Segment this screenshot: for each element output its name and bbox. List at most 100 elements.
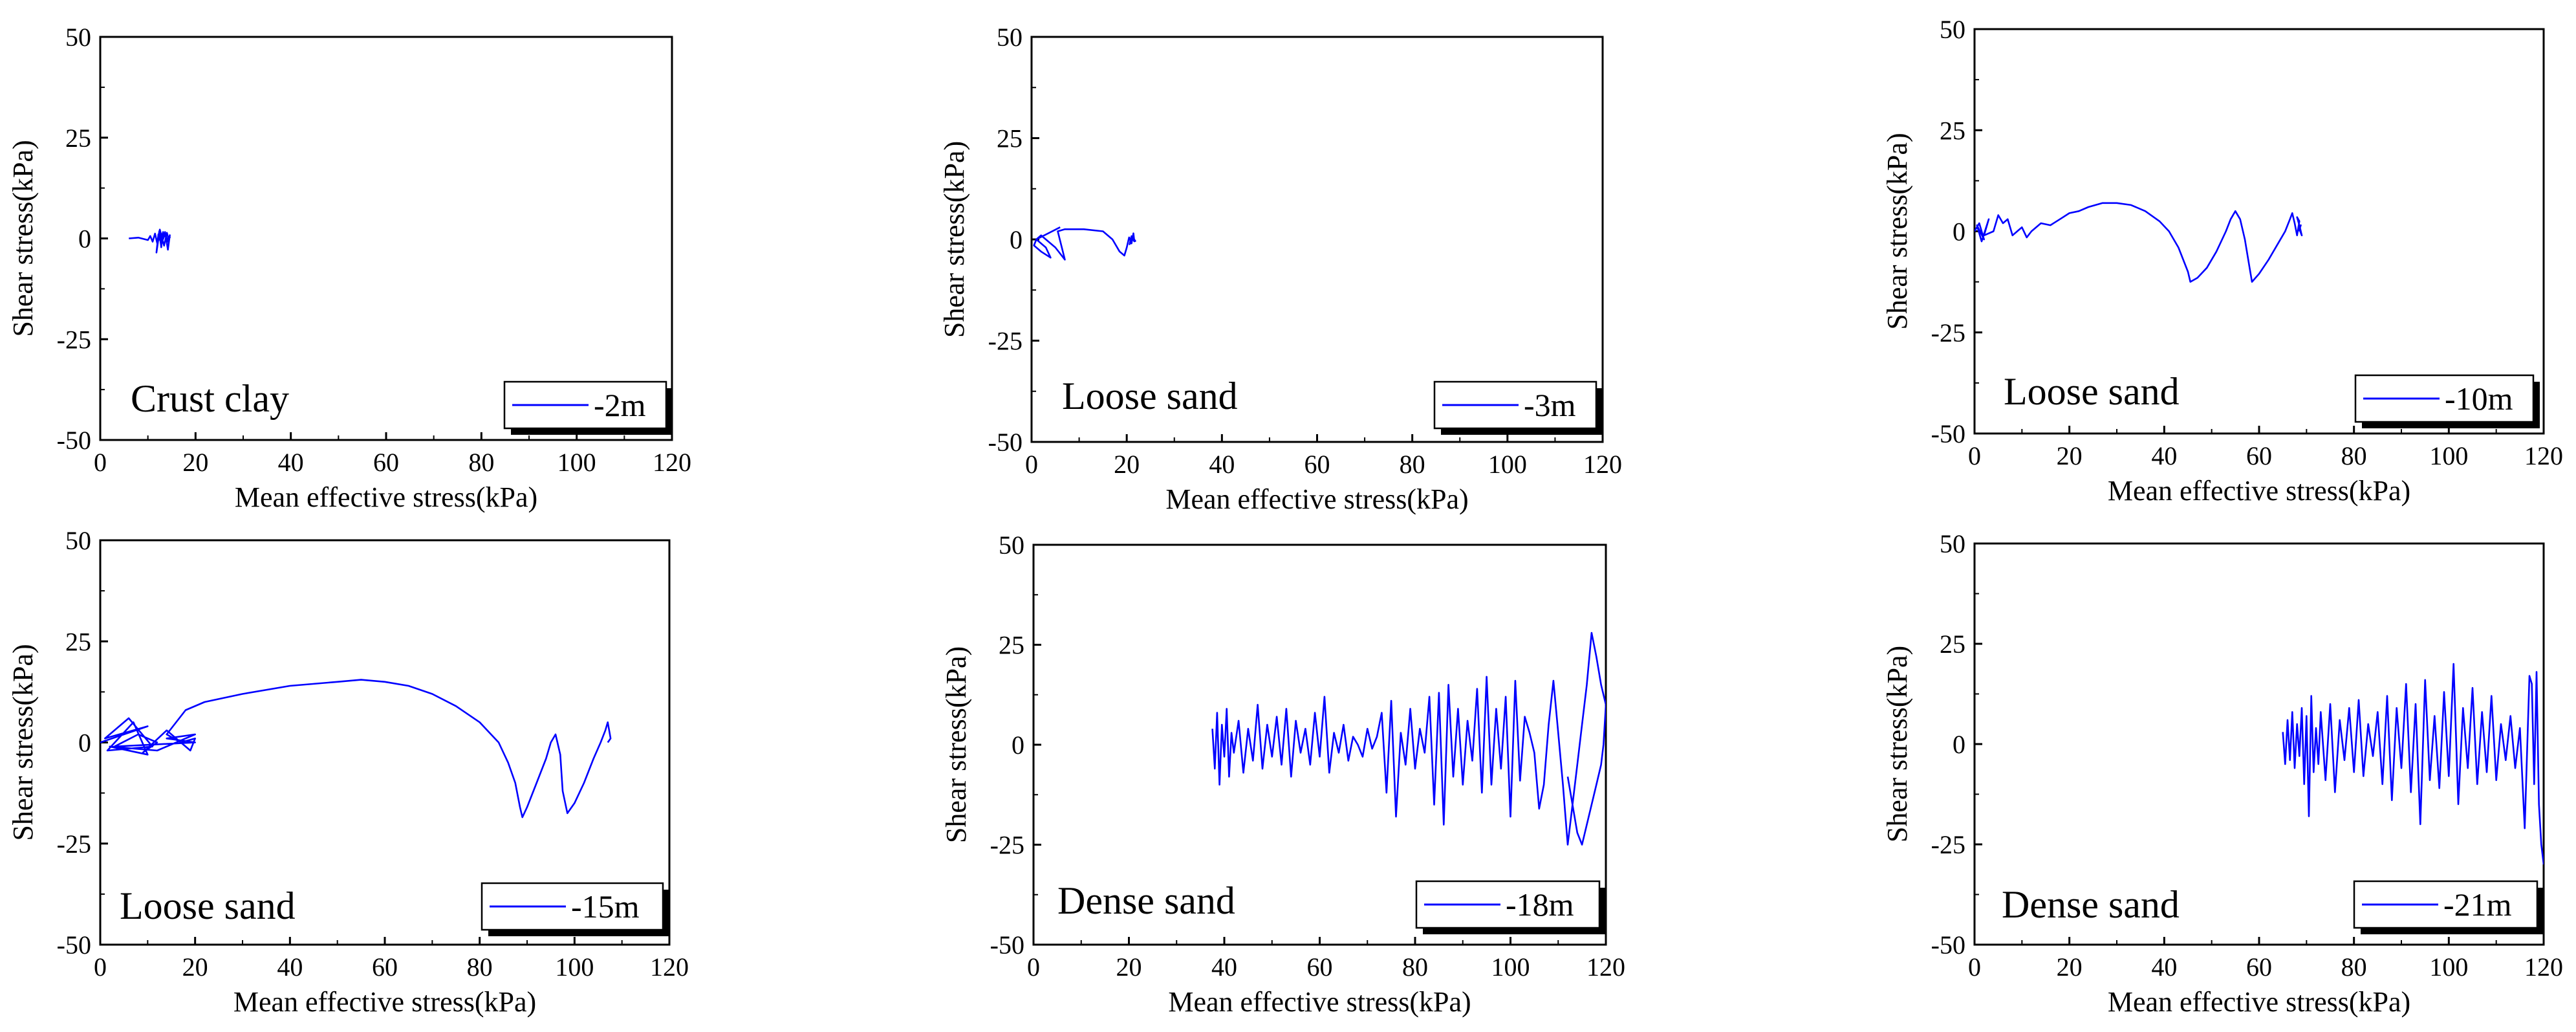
x-tick-label: 0 [94,952,107,982]
y-tick-label: -50 [57,426,91,455]
x-tick-label: 100 [2429,441,2468,470]
chart-panel-3: 0 20 40 60 80 100 120 50 25 0 -25 -50 Mean effective… [1881,15,2563,507]
y-tick-label: 0 [1953,217,1965,247]
x-tick-label: 80 [2341,441,2367,470]
x-tick-label: 0 [1027,952,1040,982]
x-tick-label: 20 [182,952,208,982]
x-tick-label: 100 [1488,450,1527,479]
x-tick-label: 0 [1968,952,1981,982]
y-tick-label: -50 [57,930,91,960]
y-tick-label: 50 [999,531,1024,560]
y-tick-label: -50 [990,930,1024,960]
x-tick-label: 80 [468,448,494,477]
soil-type-annotation: Dense sand [2002,883,2180,926]
x-axis-label: Mean effective stress(kPa) [2108,475,2410,507]
x-tick-label: 60 [373,448,399,477]
x-tick-label: 40 [2151,441,2177,470]
x-tick-label: 80 [2341,952,2367,982]
soil-type-annotation: Dense sand [1057,879,1235,922]
y-tick-label: -25 [57,829,91,859]
y-tick-label: 50 [1940,15,1965,44]
y-tick-label: -50 [988,428,1023,457]
y-tick-label: 0 [1010,225,1023,254]
x-tick-label: 40 [1209,450,1235,479]
x-tick-label: 60 [1307,952,1333,982]
soil-type-annotation: Loose sand [120,884,296,927]
x-tick-label: 120 [1583,450,1622,479]
y-tick-label: 0 [1953,730,1965,759]
x-tick-label: 40 [2151,952,2177,982]
x-tick-label: 40 [1211,952,1237,982]
x-axis-label: Mean effective stress(kPa) [1168,986,1471,1018]
y-axis-label: Shear stress(kPa) [940,646,972,843]
x-tick-label: 120 [1586,952,1625,982]
y-tick-label: 25 [997,124,1023,153]
x-tick-label: 20 [182,448,208,477]
y-axis-label: Shear stress(kPa) [7,140,39,336]
chart-panel-5: 0 20 40 60 80 100 120 50 25 0 -25 -50 Mean effective… [940,531,1625,1018]
x-tick-label: 20 [2057,441,2083,470]
y-tick-label: -25 [990,831,1024,860]
x-tick-label: 0 [1025,450,1038,479]
x-tick-label: 40 [277,952,303,982]
x-tick-label: 60 [1304,450,1330,479]
chart-panel-4: 0 20 40 60 80 100 120 50 25 0 -25 -50 Mean effective… [7,526,689,1018]
soil-type-annotation: Loose sand [2004,370,2180,413]
stress-path-line [1033,226,1136,261]
y-tick-label: 25 [65,627,91,656]
x-tick-label: 20 [1116,952,1142,982]
y-axis-label: Shear stress(kPa) [7,644,39,840]
x-tick-label: 120 [650,952,689,982]
stress-path-line [1975,202,2303,283]
y-tick-label: 50 [65,23,91,52]
stress-path-line [100,679,612,818]
x-tick-label: 60 [2246,441,2272,470]
x-tick-label: 60 [2246,952,2272,982]
x-axis-label: Mean effective stress(kPa) [235,481,537,513]
chart-panel-1: 0 20 40 60 80 100 120 50 25 0 -25 -50 Mean effective… [7,23,691,513]
x-tick-label: 40 [278,448,304,477]
x-tick-label: 120 [2524,952,2563,982]
x-axis-label: Mean effective stress(kPa) [2108,986,2410,1018]
x-tick-label: 20 [1114,450,1140,479]
y-axis-label: Shear stress(kPa) [1881,646,1913,842]
stress-path-line [1211,631,1606,846]
x-tick-label: 120 [653,448,691,477]
x-tick-label: 100 [557,448,596,477]
chart-panel-2: 0 20 40 60 80 100 120 50 25 0 -25 -50 Mean effective… [938,23,1622,515]
y-tick-label: -25 [1931,318,1965,347]
y-tick-label: 0 [78,225,91,254]
y-axis-label: Shear stress(kPa) [1881,133,1913,329]
y-tick-label: 25 [65,124,91,153]
legend-label: -2m [594,387,646,423]
x-tick-label: 100 [555,952,594,982]
legend-label: -18m [1506,886,1574,923]
x-tick-label: 80 [1402,952,1428,982]
legend-label: -10m [2445,380,2513,417]
y-tick-label: 0 [78,729,91,758]
y-tick-label: 50 [997,23,1023,52]
x-tick-label: 20 [2057,952,2083,982]
x-tick-label: 80 [467,952,493,982]
y-tick-label: 50 [1940,529,1965,558]
y-tick-label: -25 [1931,830,1965,859]
y-tick-label: 50 [65,526,91,555]
y-axis-label: Shear stress(kPa) [938,141,970,338]
soil-type-annotation: Loose sand [1062,375,1238,417]
x-tick-label: 100 [2429,952,2468,982]
y-tick-label: 25 [1940,116,1965,145]
x-axis-label: Mean effective stress(kPa) [1165,483,1468,515]
y-tick-label: -50 [1931,930,1965,960]
chart-panel-6: 0 20 40 60 80 100 120 50 25 0 -25 -50 Mean effective… [1881,529,2563,1018]
y-tick-label: -25 [988,327,1023,356]
legend-label: -3m [1524,387,1576,423]
x-tick-label: 60 [372,952,398,982]
stress-path-line [129,228,171,254]
legend-label: -21m [2443,886,2512,923]
x-tick-label: 0 [1968,441,1981,470]
y-tick-label: 25 [999,631,1024,660]
soil-type-annotation: Crust clay [131,377,289,420]
y-tick-label: 25 [1940,630,1965,659]
x-tick-label: 0 [94,448,107,477]
